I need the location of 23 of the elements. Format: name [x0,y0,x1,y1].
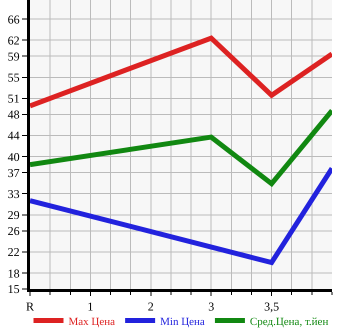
y-tick-label: 40 [8,150,20,164]
x-tick-label: 1 [87,299,94,314]
y-tick-label: 44 [8,128,20,143]
y-tick-label: 33 [8,186,20,201]
x-tick-label: 2 [148,299,154,314]
legend-label: Min Цена [160,316,205,328]
x-tick-label: R [26,299,34,314]
y-tick-label: 18 [8,266,20,280]
y-tick-label: 51 [8,92,20,106]
y-tick-label: 37 [8,166,20,180]
y-tick-label: 55 [8,70,20,84]
y-tick-label: 48 [8,108,20,122]
y-tick-label: 62 [8,33,20,48]
y-tick-label: 15 [8,282,20,296]
y-tick-label: 29 [8,208,20,222]
legend-label: Max Цена [68,316,116,328]
y-tick-label: 22 [8,245,20,260]
y-tick-label: 66 [8,12,20,26]
y-tick-label: 59 [8,49,20,64]
legend-label: Сред.Цена, т.йен [250,316,328,328]
x-tick-label: 3,5 [264,299,280,314]
x-tick-label: 3 [208,299,214,314]
y-tick-label: 26 [8,224,20,238]
